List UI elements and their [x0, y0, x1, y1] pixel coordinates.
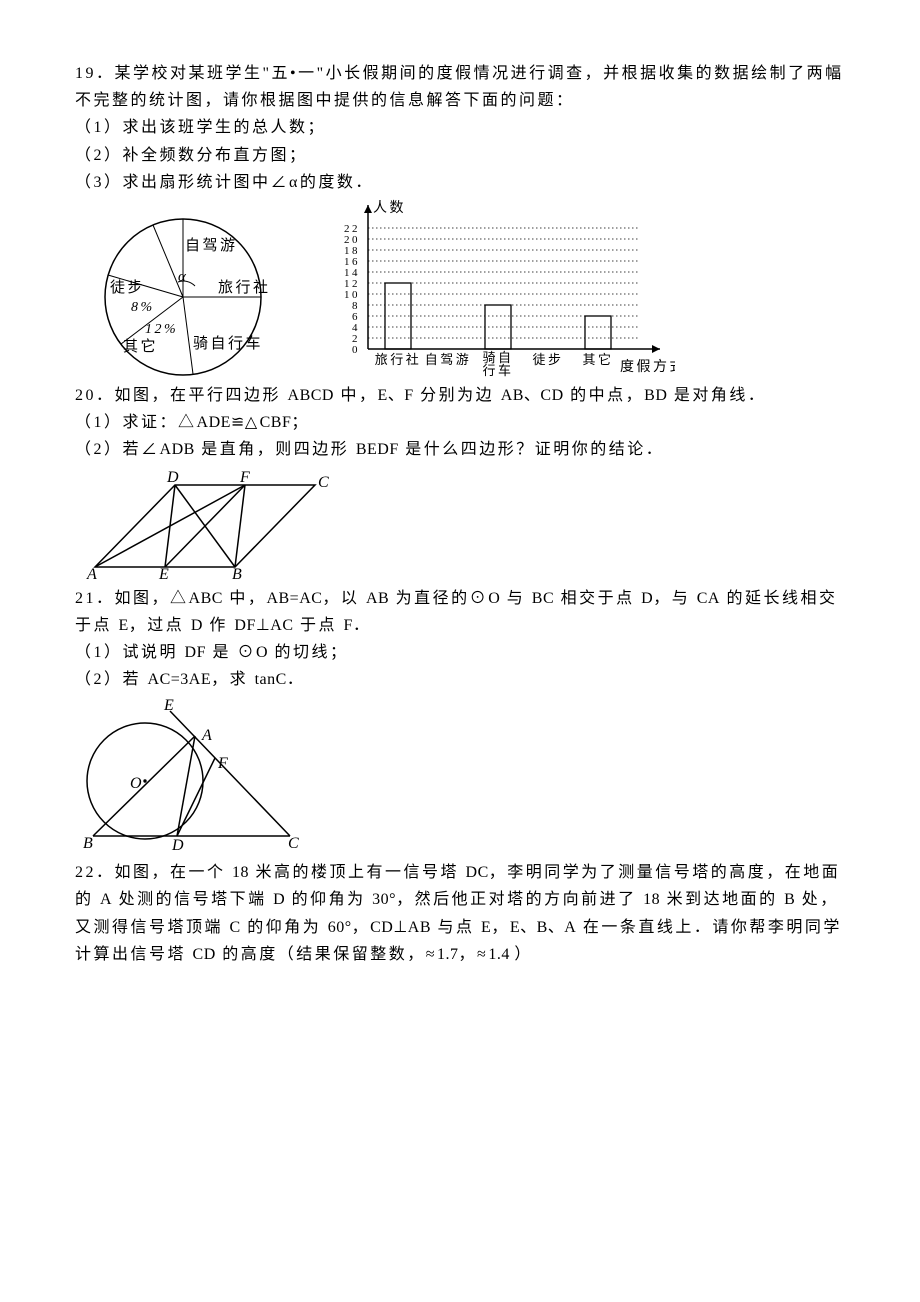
ytick-20: 20	[344, 234, 360, 246]
cat-0: 旅行社	[375, 352, 422, 367]
pie-pct-walk: 8%	[131, 300, 155, 315]
ytick-22: 22	[344, 223, 360, 235]
ytick-6: 6	[352, 311, 360, 323]
q21-intro: 21．如图，△ABC 中，AB=AC，以 AB 为直径的⊙O 与 BC 相交于点…	[75, 585, 845, 639]
bar-ylabel: 人数	[373, 200, 406, 216]
ytick-12: 12	[344, 278, 360, 290]
ytick-4: 4	[352, 322, 360, 334]
q20-sub2: （2）若∠ADB 是直角，则四边形 BEDF 是什么四边形？证明你的结论．	[75, 436, 845, 463]
q20-A: A	[86, 566, 99, 582]
pie-pct-other: 12%	[145, 322, 178, 337]
pie-label-bike: 骑自行车	[193, 335, 263, 352]
ytick-8: 8	[352, 300, 360, 312]
ytick-0: 0	[352, 344, 360, 356]
q21-D: D	[171, 837, 186, 854]
cat-1: 自驾游	[425, 352, 472, 367]
q21-A: A	[201, 727, 214, 744]
q20-C: C	[318, 474, 331, 491]
q20-D: D	[166, 469, 181, 486]
q21-sub2: （2）若 AC=3AE，求 tanC．	[75, 666, 845, 693]
q21-sub1: （1）试说明 DF 是 ⊙O 的切线；	[75, 639, 845, 666]
q20-figure: A B C D E F	[75, 467, 845, 582]
ytick-18: 18	[344, 245, 360, 257]
q20-F: F	[239, 469, 252, 486]
q19-sub3: （3）求出扇形统计图中∠α的度数．	[75, 169, 845, 196]
q19-figure: 自驾游 旅行社 骑自行车 其它 徒步 8% 12% α 人数 度假方式 0 2 …	[75, 199, 845, 379]
ytick-2: 2	[352, 333, 360, 345]
q21-E: E	[163, 697, 176, 714]
cat-3: 徒步	[532, 352, 563, 367]
pie-label-tour: 旅行社	[218, 279, 271, 296]
cat-4: 其它	[582, 352, 613, 367]
bar-other	[585, 316, 611, 349]
q20-B: B	[232, 566, 244, 582]
cat-2: 骑自行车	[482, 350, 513, 378]
q21-C: C	[288, 835, 301, 852]
q21-figure: B C A E D F O	[75, 696, 845, 856]
ytick-14: 14	[344, 267, 360, 279]
ytick-16: 16	[344, 256, 360, 268]
ytick-10: 10	[344, 289, 360, 301]
pie-label-walk: 徒步	[110, 279, 145, 296]
pie-label-other: 其它	[123, 337, 158, 355]
q21-F: F	[217, 755, 230, 772]
q20-intro: 20．如图，在平行四边形 ABCD 中，E、F 分别为边 AB、CD 的中点，B…	[75, 382, 845, 409]
q20-sub1: （1）求证：△ADE≌△CBF；	[75, 409, 845, 436]
bar-xlabel: 度假方式	[620, 359, 675, 375]
pie-alpha: α	[178, 269, 188, 285]
q20-E: E	[158, 566, 171, 582]
q21-O: O	[130, 775, 144, 792]
q19-intro: 19．某学校对某班学生"五•一"小长假期间的度假情况进行调查，并根据收集的数据绘…	[75, 60, 845, 114]
q21-B: B	[83, 835, 95, 852]
q19-sub2: （2）补全频数分布直方图；	[75, 142, 845, 169]
pie-label-self: 自驾游	[185, 237, 238, 254]
q19-sub1: （1）求出该班学生的总人数；	[75, 114, 845, 141]
q22-intro: 22．如图，在一个 18 米高的楼顶上有一信号塔 DC，李明同学为了测量信号塔的…	[75, 859, 845, 968]
